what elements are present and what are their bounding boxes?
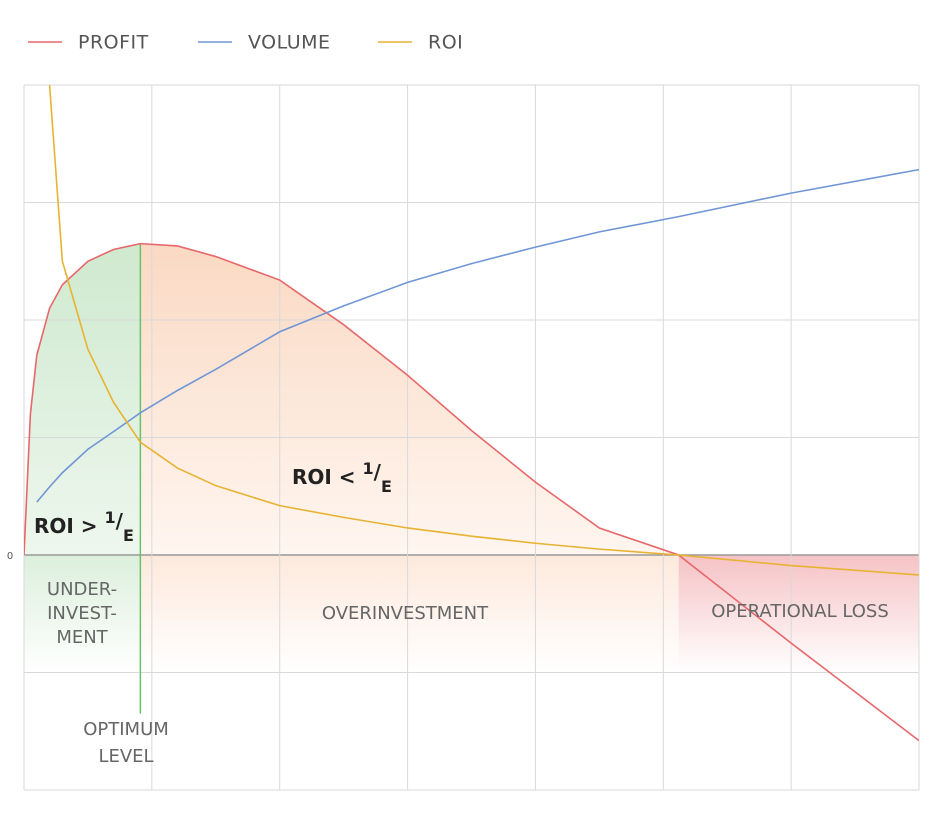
legend-label: VOLUME xyxy=(248,32,331,54)
legend-label: ROI xyxy=(428,32,463,54)
series-line xyxy=(48,84,919,576)
optimum-label: OPTIMUM xyxy=(83,719,169,740)
area-fill xyxy=(24,243,141,555)
text: ROI > xyxy=(34,514,105,538)
text: 1 xyxy=(105,508,116,527)
area-fill xyxy=(140,243,679,555)
region-label: INVEST- xyxy=(47,603,117,624)
text: ROI < xyxy=(292,465,363,489)
region-label: UNDER- xyxy=(47,579,117,600)
labels: ROI > 1/E ROI < 1/E UNDER- INVEST- MENT … xyxy=(34,459,889,768)
text: E xyxy=(123,526,134,545)
lines xyxy=(24,84,919,742)
text: 1 xyxy=(363,459,374,478)
region-label: OPERATIONAL LOSS xyxy=(711,601,889,622)
series-line xyxy=(24,242,919,742)
legend-label: PROFIT xyxy=(78,32,149,54)
band-fill xyxy=(140,555,679,673)
y-tick-label: 0 xyxy=(7,551,13,562)
roi-high-annotation: ROI > 1/E xyxy=(34,508,134,545)
text: E xyxy=(381,477,392,496)
series-line xyxy=(36,168,919,503)
band-fill xyxy=(678,555,919,673)
roi-low-annotation: ROI < 1/E xyxy=(292,459,392,496)
text: / xyxy=(116,509,124,533)
optimum-label: LEVEL xyxy=(98,746,153,767)
band-fill xyxy=(24,555,141,673)
region-fills xyxy=(24,243,919,673)
region-label: OVERINVESTMENT xyxy=(322,603,489,624)
grid: 0 xyxy=(7,84,920,791)
text: / xyxy=(374,460,382,484)
region-label: MENT xyxy=(56,627,108,648)
